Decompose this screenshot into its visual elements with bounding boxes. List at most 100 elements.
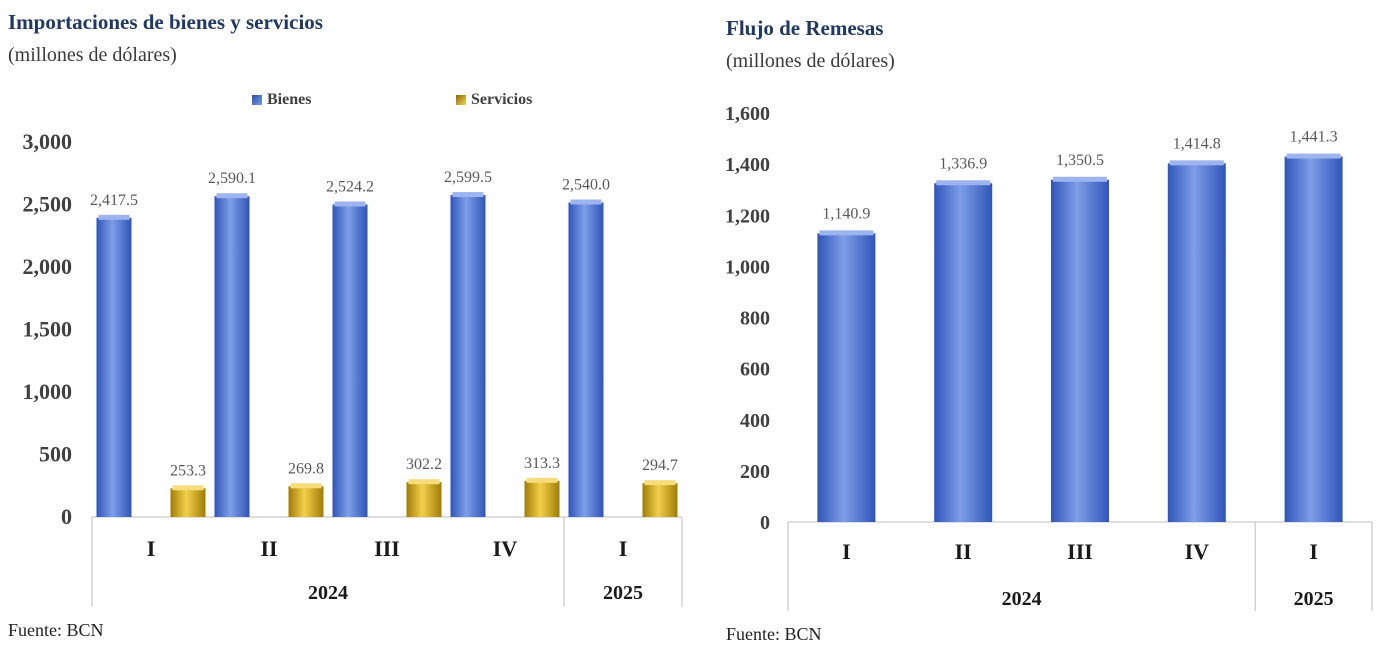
bar-top — [526, 477, 558, 483]
bar-body — [817, 233, 876, 523]
imports-chart-title: Importaciones de bienes y servicios — [8, 10, 323, 34]
bar-value-label: 2,540.0 — [562, 177, 610, 194]
remittances-chart-subtitle: (millones de dólares) — [726, 50, 895, 72]
bar-value-label: 2,599.5 — [444, 169, 492, 186]
imports-chart-subtitle: (millones de dólares) — [8, 44, 177, 66]
y-tick-label: 1,000 — [725, 256, 770, 278]
legend-label-servicios: Servicios — [471, 91, 533, 108]
bar-body — [170, 488, 206, 517]
x-category-label: I — [147, 536, 156, 561]
x-category-label: II — [955, 539, 972, 564]
bar — [406, 479, 442, 517]
bar-top — [334, 201, 366, 207]
bar-value-label: 1,336.9 — [939, 155, 987, 172]
y-tick-label: 0 — [61, 504, 72, 529]
bar-body — [1167, 163, 1226, 523]
bar-value-label: 294.7 — [642, 457, 678, 474]
legend-item-servicios: Servicios — [456, 91, 532, 109]
bar-body — [214, 196, 250, 518]
bar-body — [524, 480, 560, 517]
legend-swatch-bienes — [252, 95, 262, 105]
bar — [524, 477, 560, 517]
bar-value-label: 1,140.9 — [822, 205, 870, 222]
x-group-label: 2024 — [1002, 588, 1042, 610]
legend-swatch-servicios — [456, 95, 466, 105]
bar-top — [290, 483, 322, 489]
remittances-chart-title: Flujo de Remesas — [726, 16, 884, 40]
y-tick-label: 1,000 — [23, 379, 73, 404]
bar-top — [98, 214, 130, 220]
bar-body — [96, 217, 132, 517]
bar — [96, 214, 132, 517]
bar-top — [1286, 153, 1341, 159]
bar-value-label: 1,350.5 — [1056, 152, 1104, 169]
legend-item-bienes: Bienes — [252, 91, 311, 109]
x-category-label: IV — [493, 536, 518, 561]
bar-body — [450, 195, 486, 517]
imports-chart-panel: Importaciones de bienes y servicios (mil… — [8, 10, 683, 640]
x-category-label: I — [1309, 539, 1318, 564]
bar-top — [1169, 160, 1224, 166]
x-category-label: I — [842, 539, 851, 564]
x-category-label: III — [1067, 539, 1093, 564]
bar-value-label: 1,441.3 — [1290, 129, 1338, 146]
bar-body — [1284, 156, 1343, 522]
bar-top — [936, 180, 991, 186]
bar — [1284, 153, 1343, 522]
bar-value-label: 2,524.2 — [326, 178, 374, 195]
bar-value-label: 302.2 — [406, 456, 442, 473]
bar — [934, 180, 993, 522]
x-category-label: II — [260, 536, 277, 561]
y-tick-label: 2,500 — [23, 192, 73, 217]
bar-value-label: 1,414.8 — [1173, 135, 1221, 152]
bar-body — [568, 202, 604, 517]
bar-body — [934, 183, 993, 522]
y-tick-label: 400 — [740, 410, 770, 432]
y-tick-label: 1,400 — [725, 154, 770, 176]
bar — [170, 485, 206, 517]
x-category-label: IV — [1185, 539, 1210, 564]
x-category-label: III — [374, 536, 400, 561]
bar-body — [1051, 179, 1109, 522]
bar-top — [644, 480, 676, 486]
bar-top — [172, 485, 204, 491]
bar-body — [332, 204, 368, 517]
bar-body — [406, 482, 442, 517]
bar-value-label: 2,417.5 — [90, 192, 138, 209]
bar — [450, 192, 486, 517]
y-tick-label: 1,200 — [725, 205, 770, 227]
y-tick-label: 1,600 — [725, 103, 770, 125]
x-category-label: I — [619, 536, 628, 561]
imports-source-note: Fuente: BCN — [8, 620, 104, 640]
y-tick-label: 500 — [39, 442, 72, 467]
bar-body — [288, 486, 324, 517]
bar-value-label: 253.3 — [170, 462, 206, 479]
y-tick-label: 200 — [740, 461, 770, 483]
x-group-label: 2024 — [308, 582, 348, 604]
bar-top — [408, 479, 440, 485]
bar-top — [819, 230, 874, 236]
bar-top — [216, 193, 248, 199]
y-tick-label: 0 — [760, 512, 770, 534]
y-tick-label: 600 — [740, 359, 770, 381]
bar-top — [452, 192, 484, 198]
bar — [568, 199, 604, 517]
y-tick-label: 2,000 — [23, 254, 73, 279]
bar-top — [570, 199, 602, 205]
y-tick-label: 3,000 — [23, 129, 73, 154]
bar — [288, 483, 324, 517]
bar — [1167, 160, 1226, 523]
remittances-source-note: Fuente: BCN — [726, 624, 822, 644]
x-group-label: 2025 — [1294, 588, 1334, 610]
bar — [214, 193, 250, 518]
bar — [642, 480, 678, 517]
bar — [1051, 176, 1109, 522]
bar-value-label: 313.3 — [524, 455, 560, 472]
legend-label-bienes: Bienes — [267, 91, 312, 108]
bar — [332, 201, 368, 517]
bar-value-label: 2,590.1 — [208, 170, 256, 187]
bar-value-label: 269.8 — [288, 460, 324, 477]
bar-top — [1053, 176, 1107, 182]
